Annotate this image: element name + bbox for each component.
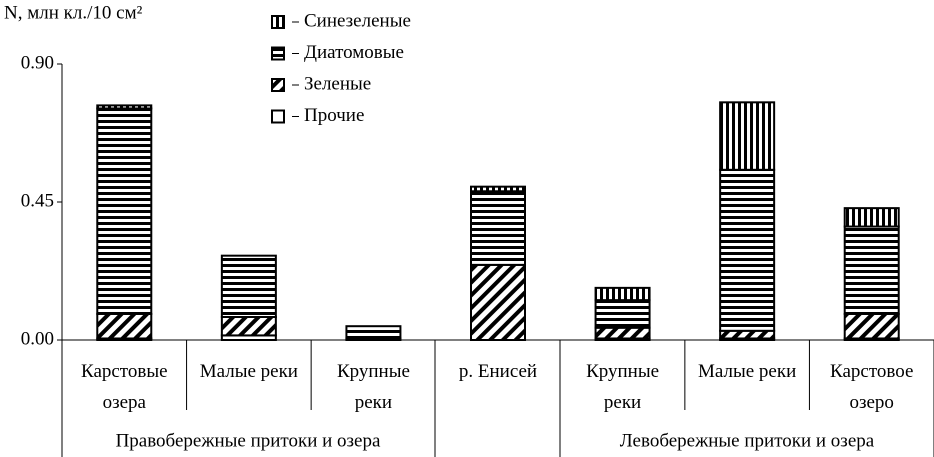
group-label: Правобережные притоки и озера [116, 430, 381, 451]
y-tick-label: 0.90 [21, 52, 54, 73]
bar-segment [843, 207, 900, 228]
x-tick-label: Карстовое озеро [830, 361, 913, 413]
bar-segment [470, 185, 526, 193]
group-label: Левобережные притоки и озера [620, 430, 875, 451]
y-axis-label: N, млн кл./10 см² [4, 2, 143, 23]
legend-label: Синезеленые [304, 10, 411, 31]
legend-label: Прочие [304, 105, 364, 126]
bar-segment [719, 101, 776, 171]
legend-label: Диатомовые [304, 42, 404, 63]
x-tick-label: Карстовые озера [81, 361, 168, 413]
bar-segment [843, 312, 900, 340]
bar-segment [594, 326, 651, 340]
bar-segment [345, 325, 402, 340]
bar-segment [594, 286, 651, 302]
legend-label: Зеленые [304, 73, 371, 94]
bar-segment [96, 107, 153, 315]
y-tick-label: 0.00 [21, 328, 54, 349]
bar-segment [594, 299, 651, 329]
legend-swatch [271, 78, 285, 92]
x-tick-label: Малые реки [200, 361, 298, 382]
x-tick-label: Крупные реки [337, 361, 410, 413]
x-tick-label: Малые реки [698, 361, 796, 382]
bar-segment [96, 104, 153, 110]
bar-segment [220, 254, 277, 319]
legend-swatch [271, 46, 285, 61]
bar-segment [843, 225, 900, 315]
bar-segment [220, 316, 277, 337]
bar-segment [470, 263, 526, 341]
bar-segment [96, 312, 153, 340]
legend-swatch [271, 15, 285, 29]
bar-segment [470, 190, 526, 266]
x-tick-label: Крупные реки [586, 361, 659, 413]
legend-swatch [271, 109, 285, 124]
bar-segment [719, 168, 776, 332]
y-tick-label: 0.45 [21, 190, 54, 211]
x-tick-label: р. Енисей [459, 361, 537, 382]
bar-segment [719, 329, 776, 340]
